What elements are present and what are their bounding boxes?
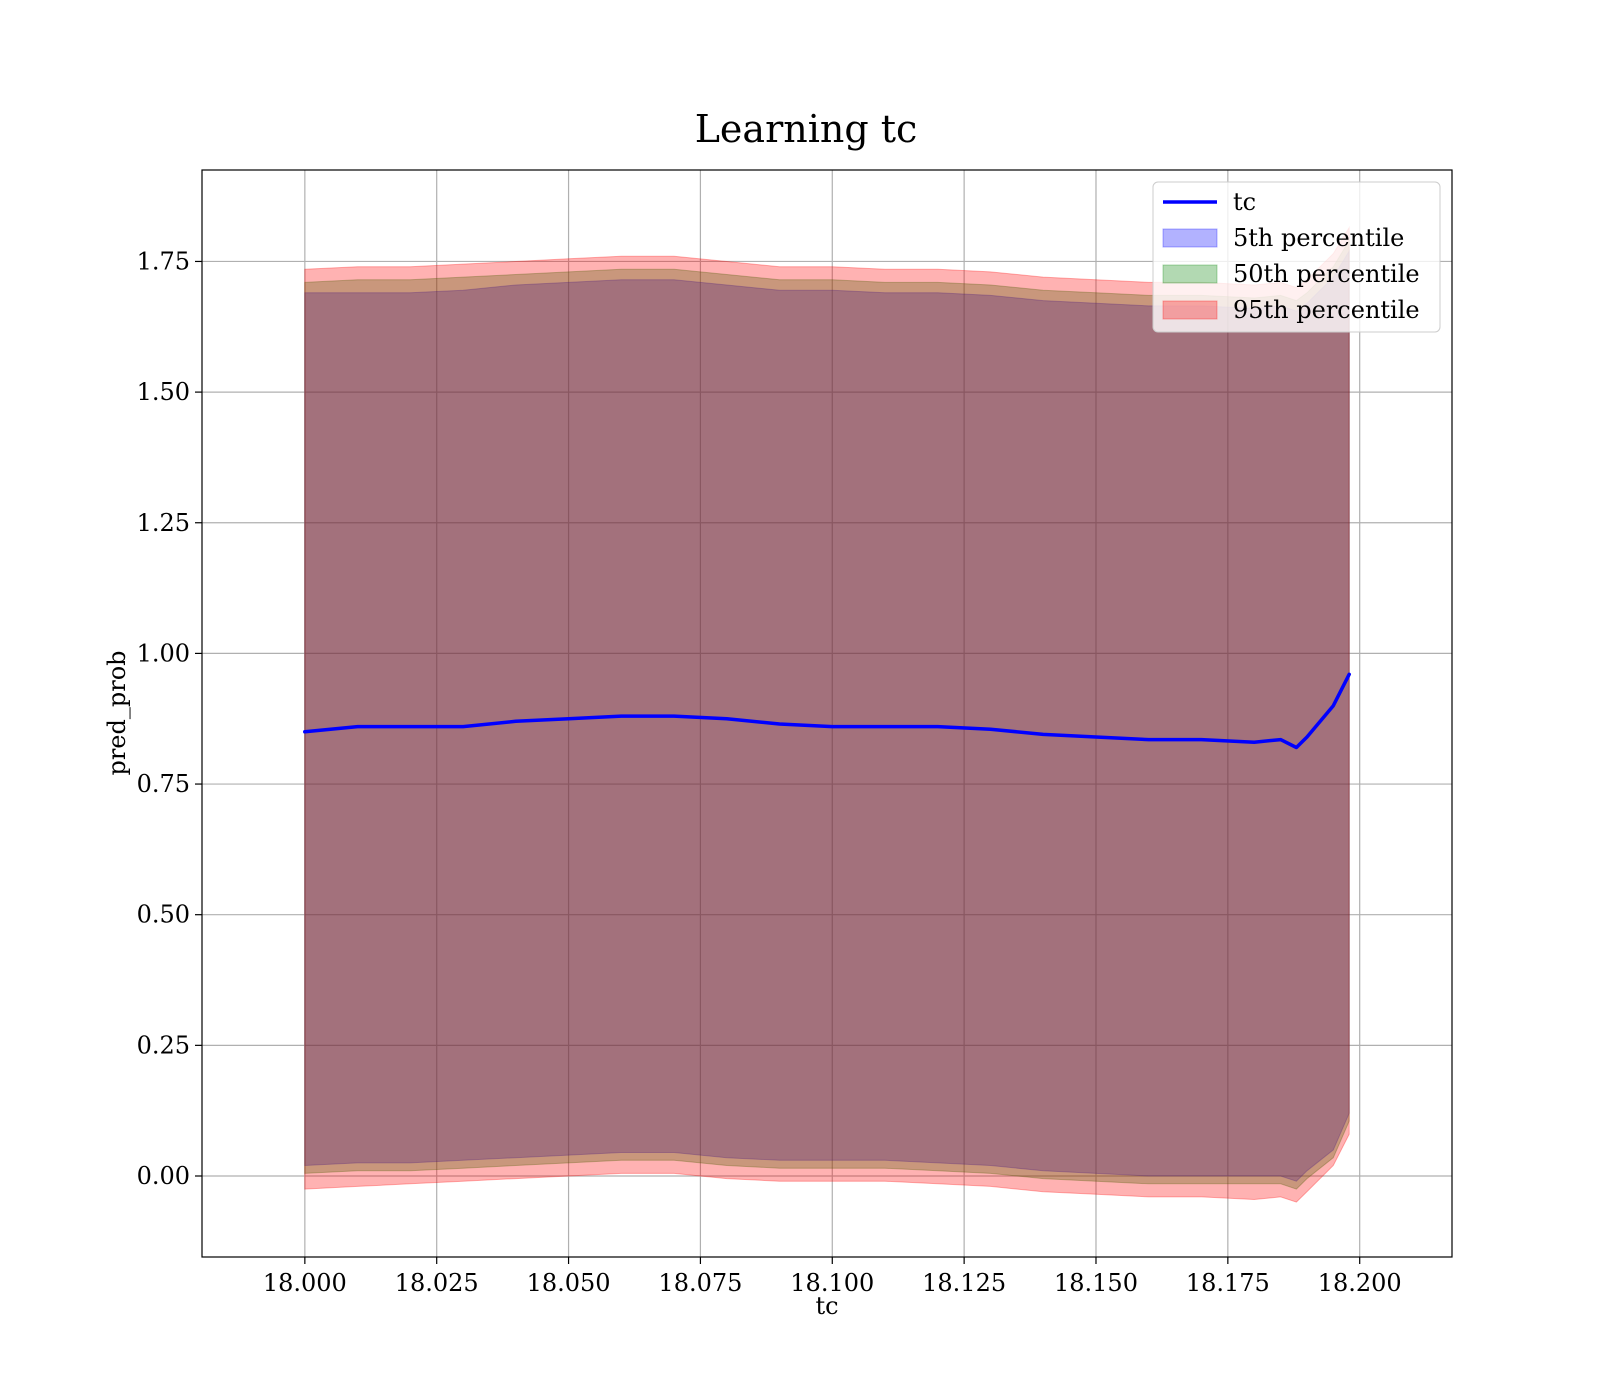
x-tick-label: 18.200 (1318, 1269, 1402, 1297)
legend: tc 5th percentile 50th percentile 95th perc… (1152, 181, 1441, 333)
y-tick-label: 0.50 (137, 901, 190, 929)
x-axis-label: tc (815, 1292, 838, 1320)
axis-ticks: 18.000 18.025 18.050 18.075 18.100 18.125 18.1… (137, 247, 1402, 1297)
95th-percentile-band (304, 225, 1350, 1203)
series-lines (303, 672, 1351, 750)
y-tick-label: 0.25 (137, 1031, 190, 1059)
x-tick-label: 18.175 (1186, 1269, 1270, 1297)
5th-percentile-band (304, 249, 1350, 1182)
x-tick-label: 18.050 (527, 1269, 611, 1297)
y-axis-label: pred_prob (103, 650, 131, 775)
plot-frame (201, 169, 1453, 1258)
x-tick-label: 18.000 (263, 1269, 347, 1297)
x-tick-label: 18.100 (790, 1269, 874, 1297)
grid (202, 170, 1452, 1257)
x-tick-label: 18.075 (658, 1269, 742, 1297)
y-tick-label: 0.00 (137, 1162, 190, 1190)
chart-title: Learning tc (695, 107, 918, 151)
x-tick-label: 18.125 (922, 1269, 1006, 1297)
percentile-bands (304, 225, 1350, 1203)
x-tick-label: 18.025 (395, 1269, 479, 1297)
tc-line (303, 672, 1351, 750)
50th-percentile-band (304, 238, 1350, 1190)
legend-label: 5th percentile (1233, 224, 1404, 252)
legend-box (1152, 181, 1441, 333)
legend-swatch-band (1162, 300, 1218, 320)
legend-label: 50th percentile (1233, 260, 1420, 288)
y-tick-label: 1.25 (137, 509, 190, 537)
legend-label: 95th percentile (1233, 296, 1420, 324)
y-tick-label: 1.00 (137, 639, 190, 667)
x-tick-label: 18.150 (1054, 1269, 1138, 1297)
y-tick-label: 0.75 (137, 770, 190, 798)
y-tick-label: 1.75 (137, 247, 190, 275)
legend-swatch-band (1162, 264, 1218, 284)
legend-label: tc (1233, 188, 1256, 216)
y-tick-label: 1.50 (137, 378, 190, 406)
legend-swatch-band (1162, 228, 1218, 248)
